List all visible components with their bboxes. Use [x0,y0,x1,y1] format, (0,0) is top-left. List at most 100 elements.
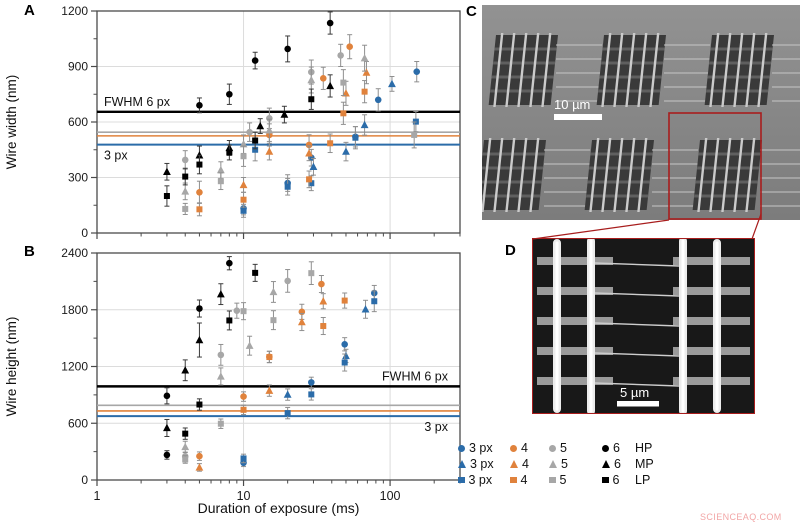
data-point [266,115,273,122]
data-point [305,141,313,149]
data-point [280,110,289,118]
series-3-px-mp [309,75,396,176]
legend-row: 3 px 4 5 6 HP [458,440,654,456]
legend-entry: 4 [510,441,549,455]
data-point [306,176,313,183]
triangle-marker-icon [549,460,557,468]
y-axis-title: Wire height (nm) [4,317,19,417]
ref-line-label: FWHM 6 px [382,369,449,383]
data-point [360,53,369,62]
data-point [182,205,189,212]
data-point [284,183,291,190]
data-point [326,19,334,27]
data-point [388,79,396,88]
data-point [196,401,203,408]
panel-c-label: C [466,3,477,20]
watermark: SCIENCEAQ.COM [700,512,782,522]
y-tick-label: 0 [81,473,88,487]
series-5-lp [182,261,315,464]
y-tick-label: 1800 [61,303,88,317]
legend-entry: 3 px [458,457,510,471]
legend: 3 px 4 5 6 HP 3 px 4 5 6 MP 3 px 4 5 6 LP [458,440,654,488]
sem-d-canvas: 5 µm [533,237,754,415]
suspended-nanowires [594,262,680,387]
data-point [307,75,316,84]
right-ladder-structure [673,237,750,415]
data-point [308,270,315,277]
data-point [337,52,344,59]
legend-entry: 5 [549,457,602,471]
data-point [319,297,328,305]
data-point [240,455,247,462]
legend-row: 3 px 4 5 6 MP [458,456,654,472]
chart-B: 0 600 1200 1800 2400 1 10 100 FWHM 6 px 3 px Wire … [4,246,461,503]
series-3-px-mp [283,299,370,401]
data-point [181,187,190,195]
series-3-px-hp [240,284,378,468]
data-point [195,335,204,344]
legend-entry-label: 4 [522,457,529,471]
data-point [196,206,203,213]
data-point [181,366,190,374]
series-6-lp [163,88,315,207]
series-5-hp [181,269,291,462]
y-tick-label: 1200 [61,4,88,18]
series-4-lp [240,292,348,416]
data-point [269,287,278,296]
charts-canvas: 0 300 600 900 1200 FWHM 6 px 3 px Wire width (n… [4,4,461,516]
data-point [233,307,241,314]
data-point [240,207,247,214]
data-point [362,68,371,76]
legend-entry: 5 [549,473,602,487]
legend-entry-label: 5 [560,441,567,455]
data-point [196,305,203,312]
legend-entry: 5 [549,441,602,455]
y-tick-label: 2400 [61,246,88,260]
sem-image-d: 5 µm [532,237,755,415]
series-3-px-lp [240,290,378,464]
data-point [341,340,348,348]
circle-marker-icon [510,444,517,452]
series-6-hp [163,256,233,460]
data-point [163,193,170,199]
data-point [265,126,274,134]
data-point [297,317,306,326]
series-4-lp [196,80,368,217]
chart-A: 0 300 600 900 1200 FWHM 6 px 3 px Wire width (n… [4,4,461,240]
data-point [163,167,171,175]
ref-line-label: FWHM 6 px [104,95,171,109]
circle-marker-icon [549,444,556,452]
data-point [283,390,292,398]
data-point [195,463,204,471]
series-5-hp [181,43,344,170]
data-point [163,423,171,432]
data-point [216,165,225,174]
data-point [340,110,347,117]
data-point [361,305,370,313]
data-point [226,259,233,267]
data-point [181,156,189,164]
data-point [319,75,327,82]
legend-row: 3 px 4 5 6 LP [458,472,654,488]
legend-entry-label: 4 [521,441,528,455]
data-point [240,406,247,413]
data-point [196,452,203,460]
legend-entry-label: 6 [613,441,620,455]
data-point [196,161,203,168]
data-point [163,451,171,459]
data-point [284,45,291,53]
legend-entry-label: 6 [612,473,620,487]
legend-entry-label: 3 px [469,441,493,455]
data-point [252,269,259,276]
y-tick-label: 900 [68,60,88,74]
panel-b-label: B [24,243,35,260]
data-point [217,351,225,359]
circle-marker-icon [458,444,465,452]
legend-entry-label: 5 [561,457,568,471]
x-tick-label: 1 [94,489,101,503]
panel-a-label: A [24,2,35,19]
data-point [240,308,247,315]
series-5-lp [182,69,418,215]
legend-entry: 4 [510,457,549,471]
data-point [340,79,347,86]
